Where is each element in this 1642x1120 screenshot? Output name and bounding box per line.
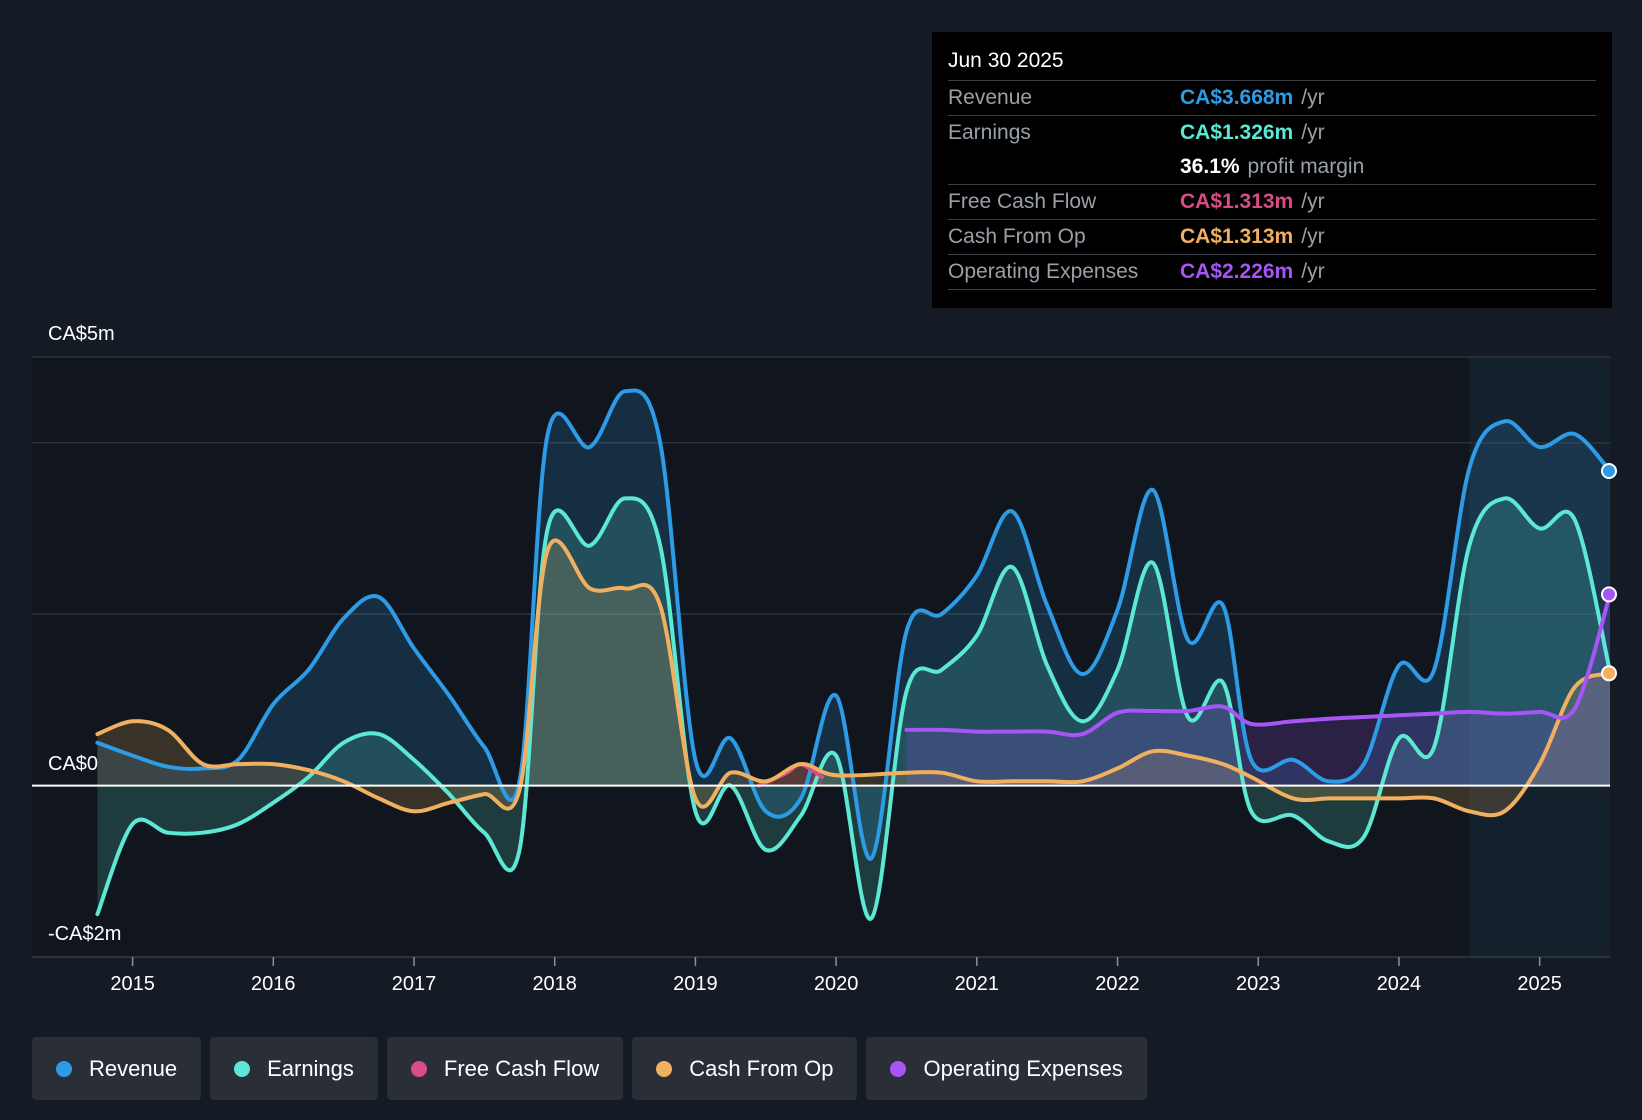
legend-label: Operating Expenses xyxy=(923,1055,1123,1081)
tooltip-unit: profit margin xyxy=(1247,155,1365,178)
end-markers xyxy=(1601,463,1617,682)
tooltip-label: Revenue xyxy=(948,86,1033,109)
tooltip-value: CA$3.668m xyxy=(1180,86,1294,109)
tooltip-label: Earnings xyxy=(948,121,1031,144)
y-label-bottom: -CA$2m xyxy=(48,923,121,945)
x-tick-label: 2018 xyxy=(532,973,577,995)
legend-label: Free Cash Flow xyxy=(443,1055,600,1081)
series-lines xyxy=(95,388,1612,921)
forecast-band xyxy=(1469,357,1610,957)
end-marker-cash-from-op xyxy=(1601,665,1617,682)
grid-layer xyxy=(32,356,1610,958)
x-tick-label: 2015 xyxy=(110,973,155,995)
tooltip-row-earnings: Earnings CA$1.326m /yr xyxy=(948,116,1596,150)
x-axis: 2015 2016 2017 2018 2019 2020 2021 2022 2023 2024… xyxy=(110,957,1562,995)
x-tick-label: 2017 xyxy=(392,973,437,995)
area-operating-expenses xyxy=(906,594,1610,786)
legend-item-cash-from-op[interactable]: Cash From Op xyxy=(632,1037,858,1100)
legend-dot-icon xyxy=(410,1060,427,1077)
legend-dot-icon xyxy=(56,1060,72,1077)
tooltip-row-revenue: Revenue CA$3.668m /yr xyxy=(948,81,1596,116)
tooltip-row-profit-margin: 36.1% profit margin xyxy=(948,150,1596,185)
area-earnings xyxy=(97,498,1610,919)
x-tick-label: 2020 xyxy=(814,973,859,995)
legend-item-operating-expenses[interactable]: Operating Expenses xyxy=(866,1037,1147,1100)
line-revenue xyxy=(95,388,1612,861)
legend-item-earnings[interactable]: Earnings xyxy=(210,1037,378,1100)
tooltip-unit: /yr xyxy=(1301,190,1325,213)
tooltip-unit: /yr xyxy=(1301,86,1325,109)
y-label-zero: CA$0 xyxy=(48,753,98,775)
tooltip-value: CA$2.226m xyxy=(1180,260,1294,283)
legend-label: Earnings xyxy=(267,1055,354,1081)
tooltip-unit: /yr xyxy=(1301,260,1325,283)
legend-item-free-cash-flow[interactable]: Free Cash Flow xyxy=(386,1037,624,1100)
x-tick-label: 2019 xyxy=(673,973,718,995)
tooltip-row-operating-expenses: Operating Expenses CA$2.226m /yr xyxy=(948,255,1596,290)
plot-background xyxy=(32,357,1610,957)
tooltip-label xyxy=(948,150,1180,184)
x-tick-label: 2016 xyxy=(251,973,296,995)
area-revenue xyxy=(97,390,1610,859)
tooltip-row-free-cash-flow: Free Cash Flow CA$1.313m /yr xyxy=(948,185,1596,220)
tooltip-panel: Jun 30 2025 Revenue CA$3.668m /yr Earnin… xyxy=(932,32,1612,308)
x-tick-label: 2024 xyxy=(1377,973,1422,995)
legend-dot-icon xyxy=(656,1060,673,1077)
tooltip-unit: /yr xyxy=(1301,225,1325,248)
line-earnings xyxy=(95,496,1612,921)
legend: Revenue Earnings Free Cash Flow Cash Fro… xyxy=(32,1037,1147,1100)
tooltip-row-cash-from-op: Cash From Op CA$1.313m /yr xyxy=(948,220,1596,255)
tooltip-value: CA$1.326m xyxy=(1180,121,1294,144)
x-tick-label: 2023 xyxy=(1236,973,1281,995)
legend-label: Cash From Op xyxy=(689,1055,834,1081)
line-cash-from-op xyxy=(95,538,1612,818)
y-label-top: CA$5m xyxy=(48,323,115,345)
x-tick-label: 2025 xyxy=(1517,973,1562,995)
legend-item-revenue[interactable]: Revenue xyxy=(32,1037,202,1100)
legend-label: Revenue xyxy=(89,1055,178,1081)
area-cash-from-op xyxy=(97,540,1610,816)
tooltip-label: Operating Expenses xyxy=(948,260,1139,283)
x-tick-label: 2022 xyxy=(1095,973,1140,995)
tooltip-value: 36.1% xyxy=(1180,155,1240,178)
end-marker-revenue xyxy=(1601,463,1617,479)
tooltip-value: CA$1.313m xyxy=(1180,225,1294,248)
tooltip-label: Cash From Op xyxy=(948,225,1086,248)
legend-dot-icon xyxy=(890,1060,907,1077)
x-tick-label: 2021 xyxy=(955,973,1000,995)
tooltip-value: CA$1.313m xyxy=(1180,190,1294,213)
legend-dot-icon xyxy=(234,1060,251,1077)
tooltip-label: Free Cash Flow xyxy=(948,190,1097,213)
line-operating-expenses xyxy=(904,592,1612,738)
end-marker-operating-expenses xyxy=(1601,586,1617,603)
tooltip-date: Jun 30 2025 xyxy=(948,46,1596,81)
tooltip-unit: /yr xyxy=(1301,121,1325,144)
